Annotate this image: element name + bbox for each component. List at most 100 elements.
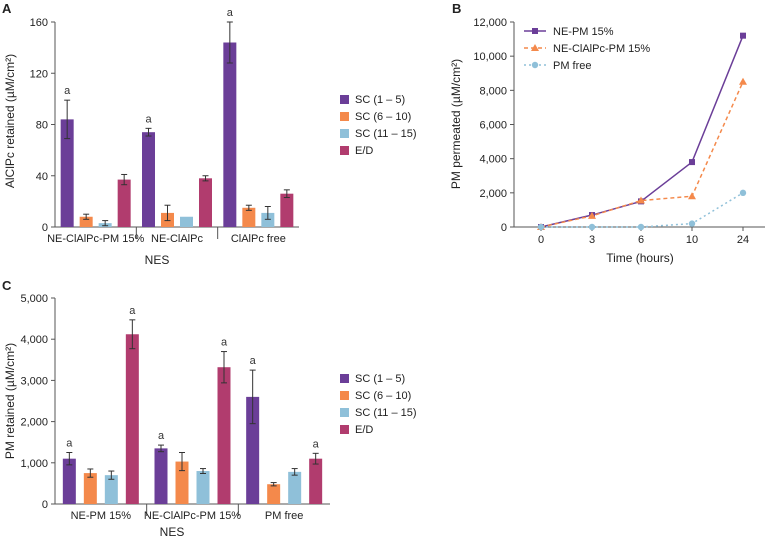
significance-label: a xyxy=(66,438,73,450)
series-line xyxy=(541,192,744,228)
bar xyxy=(154,448,168,504)
chart-c: PM retained (µM/cm²) NES 0 1,000 2,000 3,00… xyxy=(3,293,417,539)
data-point-marker xyxy=(588,211,596,219)
legend-label: PM free xyxy=(553,60,592,72)
significance-label: a xyxy=(227,7,234,19)
data-point-marker xyxy=(531,61,539,69)
y-tick-label: 120 xyxy=(30,68,48,80)
chart-b-ylabel: PM permeated (µM/cm²) xyxy=(449,59,463,189)
x-tick-label: NE-ClAlPc-PM 15% xyxy=(144,510,241,522)
legend-label: SC (6 – 10) xyxy=(355,111,411,123)
y-tick-label: 3,000 xyxy=(20,375,48,387)
bar xyxy=(246,396,260,504)
bar xyxy=(142,132,155,227)
data-point-marker xyxy=(740,32,746,39)
y-tick-label: 0 xyxy=(42,222,48,234)
y-tick-label: 40 xyxy=(36,171,48,183)
x-tick-label: NE-ClAlPc-PM 15% xyxy=(47,233,144,245)
x-tick-label: 3 xyxy=(589,234,595,246)
bar xyxy=(242,207,256,227)
significance-label: a xyxy=(158,430,165,442)
legend-label: SC (11 – 15) xyxy=(355,128,417,140)
y-tick-label: 5,000 xyxy=(20,293,48,305)
y-tick-label: 4,000 xyxy=(479,154,507,166)
bar xyxy=(62,458,76,504)
legend-swatch xyxy=(340,408,349,417)
y-tick-label: 12,000 xyxy=(473,17,507,29)
chart-a-xlabel: NES xyxy=(145,253,170,267)
chart-b-xlabel: Time (hours) xyxy=(606,251,674,265)
significance-label: a xyxy=(313,438,320,450)
bar xyxy=(104,475,118,504)
x-tick-label: NE-PM 15% xyxy=(71,510,132,522)
bar xyxy=(180,216,193,227)
panel-letter-b: B xyxy=(452,1,461,16)
y-tick-label: 0 xyxy=(501,222,507,234)
chart-c-xlabel: NES xyxy=(160,525,185,539)
bar xyxy=(79,216,93,227)
bar xyxy=(217,367,231,504)
y-tick-label: 10,000 xyxy=(473,51,507,63)
data-point-marker xyxy=(688,220,696,227)
x-tick-label: 0 xyxy=(538,234,544,246)
data-point-marker xyxy=(532,28,538,34)
legend-label: SC (11 – 15) xyxy=(355,407,417,419)
data-point-marker xyxy=(531,44,539,51)
legend-label: SC (1 – 5) xyxy=(355,373,405,385)
panel-letter-a: A xyxy=(2,1,12,16)
chart-a-ylabel: AlClPc retained (µM/cm²) xyxy=(3,54,17,188)
y-tick-label: 160 xyxy=(30,17,48,29)
legend-label: NE-ClAlPc-PM 15% xyxy=(553,43,650,55)
significance-label: a xyxy=(250,355,257,367)
chart-a: AlClPc retained (µM/cm²) NES 0 40 80 120 160… xyxy=(3,7,417,267)
legend-swatch xyxy=(340,129,349,138)
y-tick-label: 4,000 xyxy=(20,334,48,346)
data-point-marker xyxy=(537,223,545,231)
chart-b: PM permeated (µM/cm²) Time (hours) 0 2,00… xyxy=(449,17,765,265)
data-point-marker xyxy=(739,189,747,197)
legend-swatch xyxy=(340,146,349,155)
legend-label: E/D xyxy=(355,145,373,157)
significance-label: a xyxy=(145,113,152,125)
data-point-marker xyxy=(637,196,645,204)
series-line xyxy=(540,81,744,228)
y-tick-label: 2,000 xyxy=(20,417,48,429)
legend-label: SC (6 – 10) xyxy=(355,390,411,402)
legend-swatch xyxy=(340,391,349,400)
data-point-marker xyxy=(637,223,645,231)
y-tick-label: 1,000 xyxy=(20,458,48,470)
legend-label: SC (1 – 5) xyxy=(355,94,405,106)
bar xyxy=(117,179,131,227)
chart-c-ylabel: PM retained (µM/cm²) xyxy=(3,343,17,459)
data-point-marker xyxy=(689,159,695,166)
x-tick-label: 10 xyxy=(686,234,698,246)
bar xyxy=(60,119,74,227)
bar xyxy=(83,473,97,504)
significance-label: a xyxy=(221,337,228,349)
y-tick-label: 8,000 xyxy=(479,85,507,97)
bar xyxy=(175,461,189,504)
legend-swatch xyxy=(340,95,349,104)
data-point-marker xyxy=(739,77,747,85)
x-tick-label: 24 xyxy=(737,234,749,246)
x-tick-label: ClAlPc free xyxy=(231,233,286,245)
bar xyxy=(223,42,237,227)
y-tick-label: 0 xyxy=(42,499,48,511)
bar xyxy=(288,471,302,504)
x-tick-label: 6 xyxy=(638,234,644,246)
significance-label: a xyxy=(129,305,136,317)
legend-swatch xyxy=(340,425,349,434)
bar xyxy=(309,458,323,504)
legend-swatch xyxy=(340,374,349,383)
x-tick-label: PM free xyxy=(265,510,304,522)
legend-label: E/D xyxy=(355,424,373,436)
bar xyxy=(280,193,294,227)
y-tick-label: 80 xyxy=(36,120,48,132)
bar xyxy=(125,334,139,504)
data-point-marker xyxy=(688,192,696,200)
data-point-marker xyxy=(588,223,596,231)
y-tick-label: 2,000 xyxy=(479,188,507,200)
legend-label: NE-PM 15% xyxy=(553,26,614,38)
significance-label: a xyxy=(64,85,71,97)
